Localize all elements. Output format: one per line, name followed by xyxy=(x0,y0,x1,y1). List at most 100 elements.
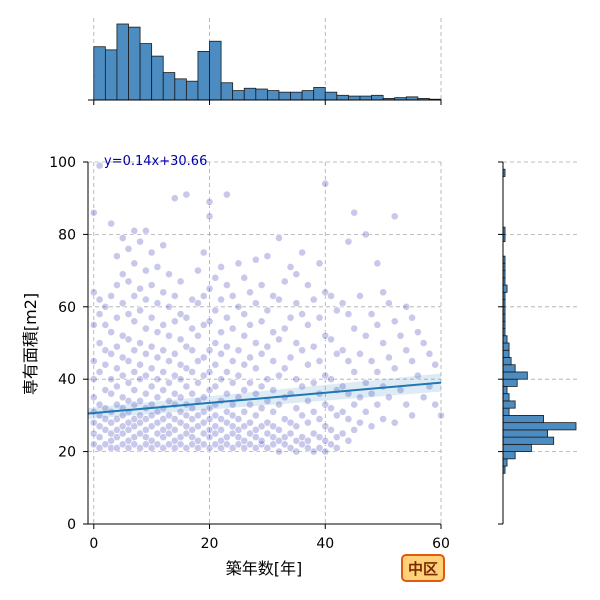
right-hist-bar xyxy=(502,378,518,387)
scatter-point xyxy=(107,389,116,398)
scatter-point xyxy=(396,331,405,340)
scatter-point xyxy=(130,226,139,235)
scatter-point xyxy=(153,299,162,308)
scatter-point xyxy=(170,415,179,423)
scatter-point xyxy=(217,436,225,445)
scatter-point xyxy=(205,284,214,293)
scatter-point xyxy=(431,360,440,369)
scatter-point xyxy=(292,299,301,308)
scatter-point xyxy=(234,371,243,380)
scatter-point xyxy=(147,248,156,257)
main-tick-labels: 0 20 40 60 0 20 40 60 80 100 xyxy=(49,155,450,552)
scatter-point xyxy=(327,375,335,384)
top-hist-x-axis xyxy=(88,99,442,105)
scatter-point xyxy=(373,259,382,268)
scatter-point xyxy=(275,436,283,445)
scatter-point xyxy=(246,288,254,297)
scatter-point xyxy=(205,368,214,376)
scatter-point xyxy=(292,270,301,279)
scatter-point xyxy=(321,447,330,456)
scatter-point xyxy=(199,353,208,362)
right-hist-bar xyxy=(502,400,516,409)
scatter-point xyxy=(211,360,220,369)
scatter-point xyxy=(246,440,254,449)
scatter-point xyxy=(304,397,312,405)
scatter-point xyxy=(211,382,220,391)
scatter-point xyxy=(217,263,225,271)
y-tick-label: 20 xyxy=(58,445,76,461)
scatter-point xyxy=(124,418,133,427)
scatter-point xyxy=(147,342,156,351)
scatter-point xyxy=(269,422,278,431)
top-hist-bar xyxy=(139,43,153,101)
main-axes xyxy=(87,162,441,525)
right-hist-gridlines xyxy=(503,161,580,453)
scatter-point xyxy=(292,339,301,347)
right-hist-bar xyxy=(502,371,528,380)
top-marginal-histogram xyxy=(88,18,442,105)
scatter-point xyxy=(257,404,266,413)
scatter-point xyxy=(113,252,121,261)
scatter-point xyxy=(136,237,144,246)
scatter-point xyxy=(350,368,359,376)
scatter-point xyxy=(385,353,393,362)
scatter-point xyxy=(141,349,150,358)
scatter-point xyxy=(257,281,266,289)
scatter-point xyxy=(246,353,254,362)
scatter-point xyxy=(211,411,220,420)
scatter-point xyxy=(321,371,330,380)
scatter-point xyxy=(107,349,116,358)
scatter-point xyxy=(257,436,266,445)
scatter-point xyxy=(113,415,121,423)
scatter-point xyxy=(408,313,416,322)
scatter-point xyxy=(205,197,214,206)
scatter-point xyxy=(321,288,330,297)
top-hist-bar xyxy=(197,51,210,101)
scatter-point xyxy=(147,422,156,431)
scatter-point xyxy=(89,357,98,365)
district-badge-label: 中区 xyxy=(408,560,438,578)
scatter-point xyxy=(251,389,260,398)
scatter-point xyxy=(263,444,272,452)
scatter-point xyxy=(390,317,399,326)
scatter-point xyxy=(89,208,98,217)
scatter-point xyxy=(344,237,353,246)
scatter-point xyxy=(113,444,121,452)
scatter-point xyxy=(292,404,301,413)
scatter-point xyxy=(182,342,191,351)
right-hist-bar xyxy=(502,414,544,424)
scatter-point xyxy=(176,310,185,318)
scatter-point xyxy=(356,292,364,300)
scatter-point xyxy=(170,371,179,380)
scatter-point xyxy=(240,386,249,394)
right-hist-bar xyxy=(502,451,516,460)
scatter-point xyxy=(367,422,376,431)
scatter-point xyxy=(159,288,168,297)
district-badge-box xyxy=(401,554,445,582)
right-hist-bar xyxy=(502,349,510,358)
scatter-point xyxy=(222,190,231,199)
top-hist-bars xyxy=(93,23,442,101)
regression-confidence-band xyxy=(88,373,441,419)
scatter-point xyxy=(217,349,225,358)
scatter-point xyxy=(182,313,191,322)
scatter-point xyxy=(240,407,249,416)
scatter-point xyxy=(153,328,162,337)
scatter-point xyxy=(95,161,104,170)
scatter-point xyxy=(373,400,382,409)
scatter-point xyxy=(107,292,116,300)
scatter-point xyxy=(240,273,249,282)
scatter-point xyxy=(286,263,295,271)
scatter-point xyxy=(118,422,127,431)
scatter-point xyxy=(95,310,104,318)
scatter-point xyxy=(292,375,301,384)
scatter-point xyxy=(263,429,272,438)
scatter-point xyxy=(321,400,330,409)
scatter-point xyxy=(315,259,324,268)
scatter-point xyxy=(141,226,150,235)
scatter-point xyxy=(194,266,202,275)
scatter-point xyxy=(379,415,388,423)
main-scatter-plot: 0 20 40 60 0 20 40 60 80 100 xyxy=(49,155,450,552)
scatter-point xyxy=(101,415,110,423)
scatter-point xyxy=(118,331,127,340)
